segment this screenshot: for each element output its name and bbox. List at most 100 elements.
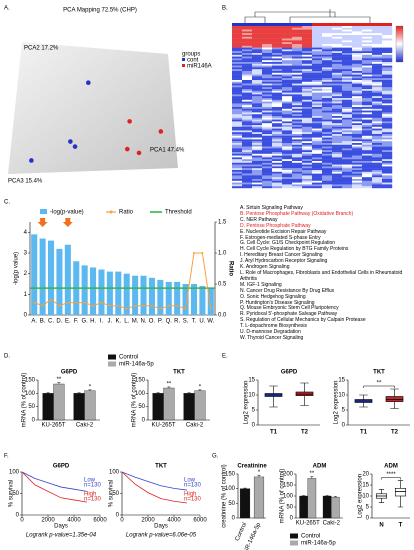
heatmap-cell — [362, 44, 373, 46]
heatmap-cell — [282, 173, 293, 176]
heatmap-cell — [362, 105, 373, 108]
heatmap-cell — [262, 170, 273, 172]
heatmap-cell — [322, 81, 333, 84]
heatmap-cell — [272, 76, 283, 79]
heatmap-cell — [382, 153, 393, 156]
heatmap-cell — [342, 116, 353, 118]
heatmap-cell — [332, 126, 343, 129]
legend-swatch — [40, 209, 47, 214]
heatmap-cell — [272, 83, 283, 86]
heatmap-cell — [332, 144, 343, 147]
heatmap-cell — [332, 45, 343, 48]
heatmap-cell — [322, 153, 333, 156]
heatmap-cell — [312, 143, 323, 145]
heatmap-cell — [342, 143, 353, 145]
heatmap-cell — [332, 179, 343, 181]
heatmap-cell — [322, 184, 333, 187]
heatmap-cell — [242, 54, 253, 57]
heatmap-cell — [332, 31, 343, 34]
heatmap-cell — [242, 170, 253, 172]
heatmap-cell — [242, 51, 253, 54]
heatmap-cell — [302, 96, 313, 99]
heatmap-cell — [382, 33, 393, 36]
heatmap-cell — [252, 65, 263, 68]
heatmap-cell — [272, 51, 283, 54]
heatmap-cell — [312, 135, 323, 138]
heatmap-cell — [272, 121, 283, 124]
y-axis-label: Log2 expression — [358, 474, 364, 518]
heatmap-cell — [372, 139, 383, 142]
heatmap-cell — [382, 44, 393, 46]
y-tick-label: 150 — [135, 378, 146, 384]
heatmap-cell — [372, 180, 383, 183]
heatmap-cell — [372, 78, 383, 81]
heatmap-cell — [352, 31, 363, 34]
heatmap-cell — [332, 139, 343, 142]
heatmap-cell — [292, 42, 303, 45]
heatmap-cell — [232, 92, 243, 95]
heatmap-cell — [382, 87, 393, 90]
heatmap-cell — [362, 180, 373, 183]
heatmap-cell — [382, 179, 393, 181]
heatmap-cell — [242, 119, 253, 122]
heatmap-cell — [332, 35, 343, 37]
significance: * — [258, 470, 261, 476]
heatmap-cell — [372, 83, 383, 86]
heatmap-cell — [262, 35, 273, 37]
heatmap-cell — [332, 94, 343, 97]
heatmap-cell — [362, 85, 373, 88]
heatmap-cell — [332, 78, 343, 81]
heatmap-cell — [372, 62, 383, 64]
heatmap-cell — [272, 67, 283, 70]
heatmap-cell — [372, 130, 383, 133]
heatmap-cell — [292, 116, 303, 118]
heatmap-cell — [362, 173, 373, 176]
heatmap-cell — [342, 49, 353, 52]
survival-line — [121, 471, 188, 504]
heatmap-cell — [252, 146, 263, 149]
heatmap-cell — [312, 108, 323, 111]
heatmap-cell — [232, 132, 243, 135]
heatmap-cell — [242, 62, 253, 64]
heatmap-cell — [312, 29, 323, 32]
heatmap-cell — [332, 125, 343, 127]
heatmap-cell — [242, 60, 253, 63]
heatmap-cell — [332, 161, 343, 163]
heatmap-cell — [322, 44, 333, 46]
heatmap-cell — [302, 44, 313, 46]
heatmap-cell — [312, 44, 323, 46]
heatmap-cell — [232, 135, 243, 138]
heatmap-cell — [352, 58, 363, 61]
heatmap-cell — [342, 132, 353, 135]
heatmap-cell — [332, 148, 343, 151]
heatmap-cell — [322, 76, 333, 79]
heatmap-cell — [342, 60, 353, 63]
heatmap-cell — [362, 128, 373, 131]
heatmap-cell — [342, 175, 353, 178]
heatmap-cell — [322, 49, 333, 52]
heatmap-cell — [232, 168, 243, 171]
heatmap-cell — [292, 63, 303, 66]
heatmap-cell — [372, 92, 383, 95]
heatmap-cell — [282, 144, 293, 147]
heatmap-cell — [332, 103, 343, 106]
pathway-item: B. Pentose Phosphate Pathway (Oxidative … — [240, 210, 354, 217]
heatmap-cell — [342, 44, 353, 46]
heatmap-cell — [282, 114, 293, 117]
heatmap-cell — [232, 62, 243, 64]
heatmap-cell — [362, 54, 373, 57]
heatmap-cell — [342, 99, 353, 102]
heatmap-cell — [322, 47, 333, 50]
heatmap-cell — [302, 105, 313, 108]
heatmap-cell — [252, 143, 263, 145]
heatmap-cell — [342, 164, 353, 167]
heatmap-cell — [322, 132, 333, 135]
heatmap-cell — [372, 177, 383, 180]
heatmap-header — [232, 23, 312, 26]
heatmap-cell — [302, 119, 313, 122]
heatmap-cell — [312, 71, 323, 73]
heatmap-cell — [372, 152, 383, 154]
ratio-point — [92, 304, 95, 307]
heatmap-cell — [242, 27, 253, 30]
ratio-point — [50, 298, 53, 301]
